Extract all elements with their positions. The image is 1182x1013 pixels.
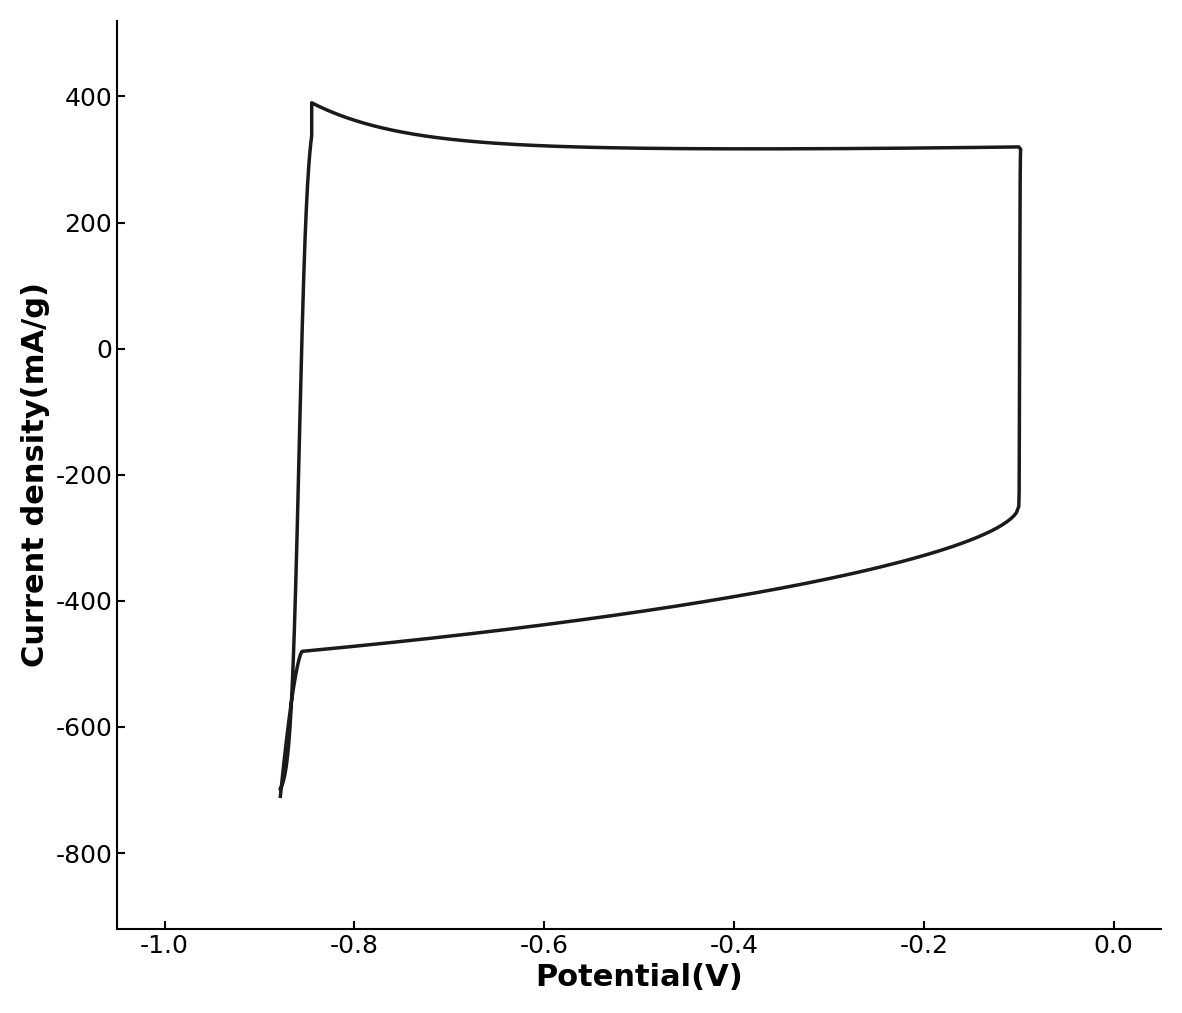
Y-axis label: Current density(mA/g): Current density(mA/g) [21, 283, 50, 668]
X-axis label: Potential(V): Potential(V) [535, 963, 743, 992]
